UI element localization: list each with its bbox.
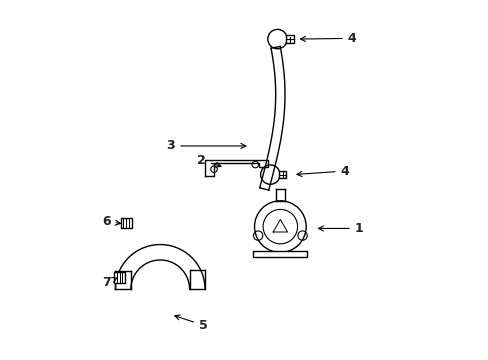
Bar [114,272,125,283]
Text: 7: 7 [102,276,117,289]
Bar [253,251,306,257]
Bar [278,171,286,178]
Text: 2: 2 [197,154,221,167]
Bar [121,218,131,228]
Text: 4: 4 [300,32,356,45]
Bar [285,36,293,42]
Text: 5: 5 [174,315,207,332]
Text: 3: 3 [166,139,245,152]
Text: 1: 1 [318,222,363,235]
Text: 4: 4 [296,165,348,177]
Text: 6: 6 [102,215,120,228]
